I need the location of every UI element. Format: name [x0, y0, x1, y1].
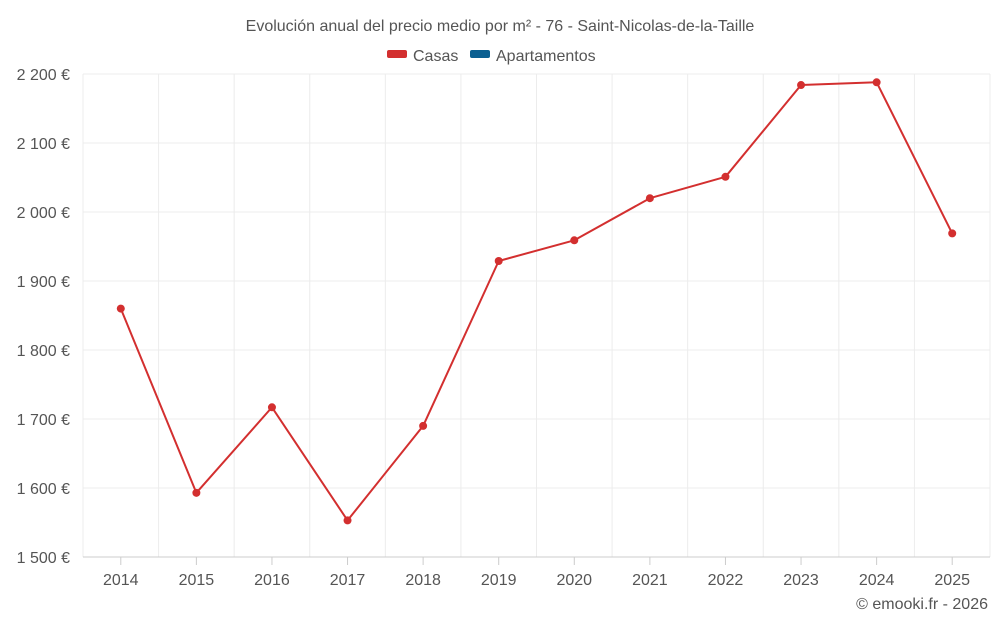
legend-label-casas: Casas	[413, 48, 458, 65]
x-tick-label: 2019	[481, 572, 517, 589]
data-point-casas-2023[interactable]	[797, 81, 806, 90]
legend-swatch-casas	[387, 50, 407, 58]
data-point-casas-2019[interactable]	[494, 256, 503, 265]
y-tick-label: 1 700 €	[17, 412, 70, 429]
y-tick-label: 1 600 €	[17, 481, 70, 498]
data-point-casas-2025[interactable]	[948, 229, 957, 238]
data-point-casas-2024[interactable]	[872, 78, 881, 87]
data-point-casas-2015[interactable]	[192, 488, 201, 497]
data-point-casas-2022[interactable]	[721, 172, 730, 181]
legend-item-casas[interactable]: Casas	[387, 48, 458, 65]
x-gridlines	[82, 74, 991, 557]
data-point-casas-2020[interactable]	[570, 236, 579, 245]
y-tick-label: 1 500 €	[17, 550, 70, 567]
data-point-casas-2021[interactable]	[645, 194, 654, 203]
y-tick-label: 2 100 €	[17, 136, 70, 153]
y-tick-label: 1 900 €	[17, 274, 70, 291]
series-casas	[116, 78, 957, 525]
x-tick-label: 2017	[330, 572, 366, 589]
x-tick-label: 2020	[556, 572, 592, 589]
legend: Casas Apartamentos	[387, 48, 596, 65]
legend-item-apartamentos[interactable]: Apartamentos	[470, 48, 596, 65]
x-tick-label: 2023	[783, 572, 819, 589]
y-axis-ticks: 1 500 € 1 600 € 1 700 € 1 800 € 1 900 € 2 000…	[17, 67, 70, 567]
x-tick-label: 2022	[708, 572, 744, 589]
y-tick-label: 1 800 €	[17, 343, 70, 360]
legend-swatch-apartamentos	[470, 50, 490, 58]
legend-label-apartamentos: Apartamentos	[496, 48, 596, 65]
data-point-casas-2017[interactable]	[343, 516, 352, 525]
series-line-casas	[119, 81, 954, 522]
chart-title: Evolución anual del precio medio por m² …	[246, 18, 755, 35]
credit-text: © emooki.fr - 2026	[856, 596, 988, 613]
data-point-casas-2016[interactable]	[267, 403, 276, 412]
x-tick-label: 2025	[934, 572, 970, 589]
data-point-casas-2018[interactable]	[419, 421, 428, 430]
x-tick-label: 2021	[632, 572, 668, 589]
x-tick-label: 2015	[179, 572, 215, 589]
x-tick-label: 2024	[859, 572, 895, 589]
y-tick-label: 2 200 €	[17, 67, 70, 84]
data-point-casas-2014[interactable]	[116, 304, 125, 313]
x-axis-ticks: 2014 2015 2016 2017 2018 2019 2020 2021 2022 2023…	[103, 557, 970, 589]
y-tick-label: 2 000 €	[17, 205, 70, 222]
x-tick-label: 2018	[405, 572, 441, 589]
x-tick-label: 2016	[254, 572, 290, 589]
x-tick-label: 2014	[103, 572, 139, 589]
